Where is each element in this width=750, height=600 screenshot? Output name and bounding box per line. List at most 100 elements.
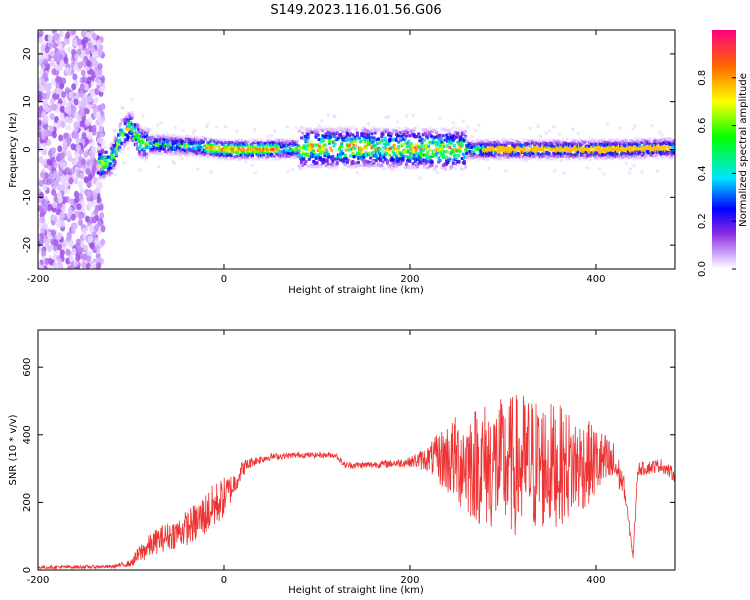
heatmap-cell — [198, 144, 202, 148]
heatmap-cell — [93, 50, 99, 58]
heatmap-cell — [477, 157, 481, 161]
heatmap-cell — [300, 161, 304, 165]
heatmap-cell — [75, 137, 81, 145]
heatmap-cell — [187, 134, 191, 138]
heatmap-cell — [484, 142, 488, 146]
heatmap-cell — [205, 153, 209, 157]
heatmap-cell — [330, 148, 334, 152]
heatmap-cell — [397, 159, 401, 163]
heatmap-cell — [269, 134, 273, 138]
heatmap-cell — [342, 133, 346, 137]
heatmap-cell — [361, 165, 365, 169]
heatmap-cell — [504, 143, 508, 147]
heatmap-cell — [390, 156, 394, 160]
heatmap-cell — [409, 128, 413, 132]
heatmap-cell — [236, 154, 240, 158]
heatmap-cell — [40, 227, 46, 235]
heatmap-cell — [393, 151, 397, 155]
heatmap-cell — [311, 165, 315, 169]
heatmap-cell — [589, 150, 593, 154]
heatmap-cell — [66, 68, 72, 76]
heatmap-cell — [84, 48, 90, 56]
heatmap-cell — [277, 145, 281, 149]
heatmap-cell — [235, 157, 239, 161]
heatmap-cell — [125, 127, 129, 131]
heatmap-cell — [452, 147, 456, 151]
heatmap-cell — [633, 124, 637, 128]
heatmap-cell — [326, 113, 330, 117]
heatmap-cell — [630, 143, 634, 147]
heatmap-cell — [130, 122, 134, 126]
heatmap-cell — [316, 133, 320, 137]
x-tick-label: 200 — [400, 575, 419, 586]
heatmap-cell — [103, 146, 107, 150]
heatmap-cell — [314, 135, 318, 139]
heatmap-cell — [258, 156, 262, 160]
heatmap-cell — [112, 156, 116, 160]
heatmap-cell — [99, 178, 103, 182]
heatmap-cell — [480, 140, 484, 144]
heatmap-cell — [608, 138, 612, 142]
heatmap-cell — [640, 170, 644, 174]
heatmap-cell — [62, 140, 68, 148]
heatmap-cell — [80, 69, 86, 77]
heatmap-cell — [324, 125, 328, 129]
heatmap-cell — [56, 202, 62, 210]
heatmap-cell — [285, 137, 289, 141]
heatmap-cell — [323, 159, 327, 163]
heatmap-cell — [93, 60, 99, 68]
heatmap-cell — [364, 132, 368, 136]
heatmap-cell — [420, 144, 424, 148]
heatmap-cell — [589, 154, 593, 158]
heatmap-cell — [58, 134, 64, 142]
heatmap-cell — [100, 150, 104, 154]
heatmap-cell — [52, 261, 58, 269]
heatmap-cell — [294, 150, 298, 154]
heatmap-cell — [464, 126, 468, 130]
heatmap-cell — [102, 174, 106, 178]
heatmap-cell — [411, 113, 415, 117]
heatmap-cell — [273, 129, 277, 133]
heatmap-cell — [557, 132, 561, 136]
heatmap-cell — [141, 114, 145, 118]
heatmap-cell — [314, 153, 318, 157]
heatmap-cell — [125, 125, 129, 129]
heatmap-cell — [121, 106, 125, 110]
heatmap-cell — [196, 167, 200, 171]
heatmap-cell — [249, 143, 253, 147]
heatmap-cell — [363, 128, 367, 132]
heatmap-cell — [389, 164, 393, 168]
heatmap-cell — [404, 155, 408, 159]
heatmap-cell — [87, 125, 93, 133]
heatmap-cell — [388, 139, 392, 143]
heatmap-cell — [129, 138, 133, 142]
heatmap-cell — [308, 129, 312, 133]
colorbar-gradient — [712, 30, 736, 269]
heatmap-cell — [618, 156, 622, 160]
heatmap-cell — [149, 138, 153, 142]
heatmap-cell — [244, 153, 248, 157]
heatmap-cell — [113, 161, 117, 165]
heatmap-cell — [410, 149, 414, 153]
heatmap-cell — [593, 139, 597, 143]
heatmap-cell — [414, 143, 418, 147]
heatmap-cell — [194, 141, 198, 145]
heatmap-cell — [47, 203, 53, 211]
heatmap-cell — [156, 123, 160, 127]
heatmap-cell — [167, 148, 171, 152]
heatmap-cell — [343, 167, 347, 171]
heatmap-cell — [75, 238, 81, 246]
heatmap-cell — [344, 129, 348, 133]
heatmap-cell — [433, 128, 437, 132]
heatmap-cell — [83, 151, 89, 159]
heatmap-cell — [324, 132, 328, 136]
heatmap-cell — [538, 134, 542, 138]
heatmap-cell — [402, 133, 406, 137]
heatmap-cell — [419, 154, 423, 158]
heatmap-cell — [159, 147, 163, 151]
heatmap-cell — [518, 147, 522, 151]
heatmap-cell — [425, 129, 429, 133]
heatmap-cell — [614, 143, 618, 147]
heatmap-cell — [56, 232, 62, 240]
snr-frame — [37, 329, 676, 571]
